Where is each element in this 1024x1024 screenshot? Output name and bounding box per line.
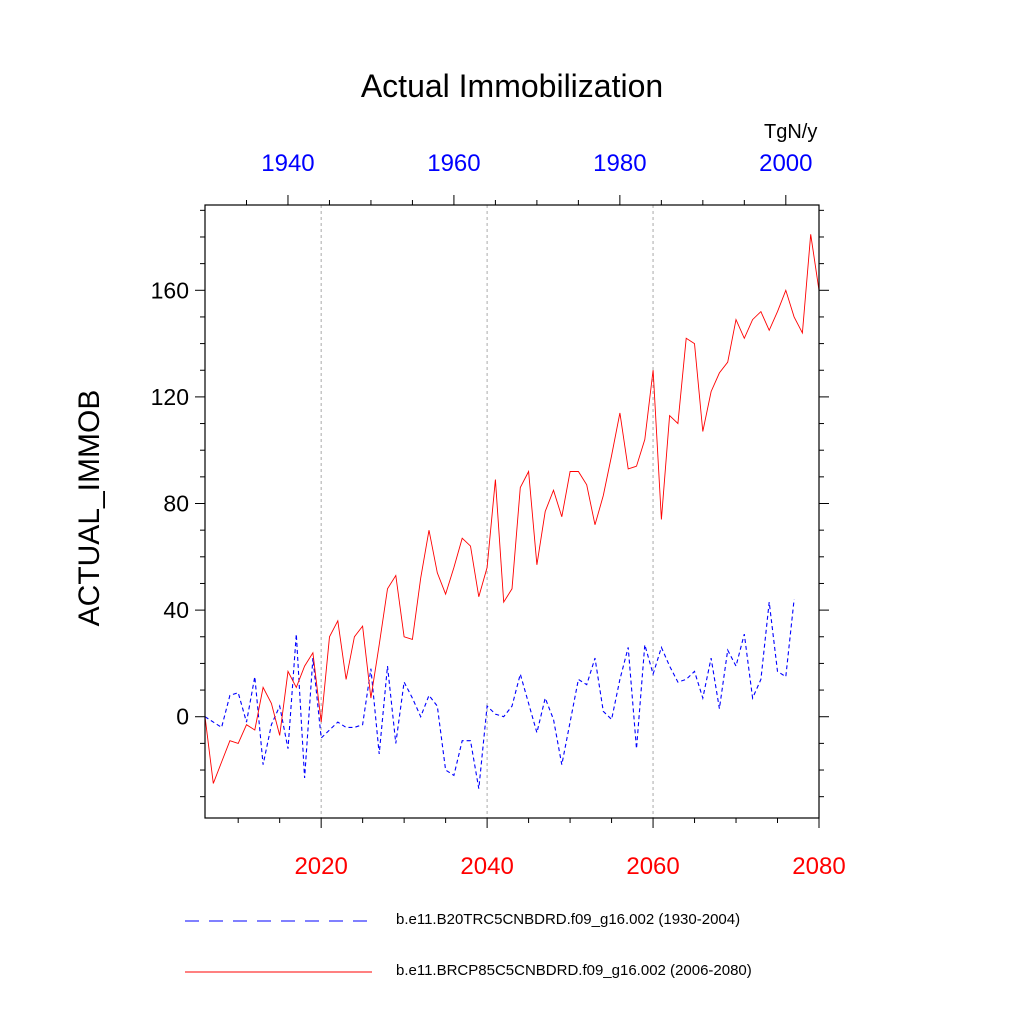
y-tick-label: 120 [151, 384, 189, 410]
y-tick-label: 160 [151, 277, 189, 303]
x-top-tick-label: 1960 [427, 150, 480, 177]
series-line-historical [204, 599, 795, 789]
x-top-tick-label: 2000 [759, 150, 812, 177]
x-bottom-tick-label: 2080 [792, 853, 845, 880]
x-bottom-tick-label: 2040 [460, 853, 513, 880]
units-label: TgN/y [764, 121, 818, 143]
plot-frame [204, 204, 820, 819]
legend-label-rcp85: b.e11.BRCP85C5CNBDRD.f09_g16.002 (2006-2… [396, 962, 752, 979]
legend-label-historical: b.e11.B20TRC5CNBDRD.f09_g16.002 (1930-20… [396, 911, 741, 928]
chart-title: Actual Immobilization [360, 68, 664, 104]
series-line-rcp85 [204, 234, 820, 784]
x-bottom-tick-label: 2020 [294, 853, 347, 880]
x-top-tick-label: 1940 [261, 150, 314, 177]
x-top-tick-label: 1980 [593, 150, 646, 177]
x-bottom-tick-label: 2060 [626, 853, 679, 880]
y-tick-label: 40 [163, 597, 189, 623]
y-tick-label: 80 [163, 491, 189, 517]
y-tick-label: 0 [176, 704, 189, 730]
